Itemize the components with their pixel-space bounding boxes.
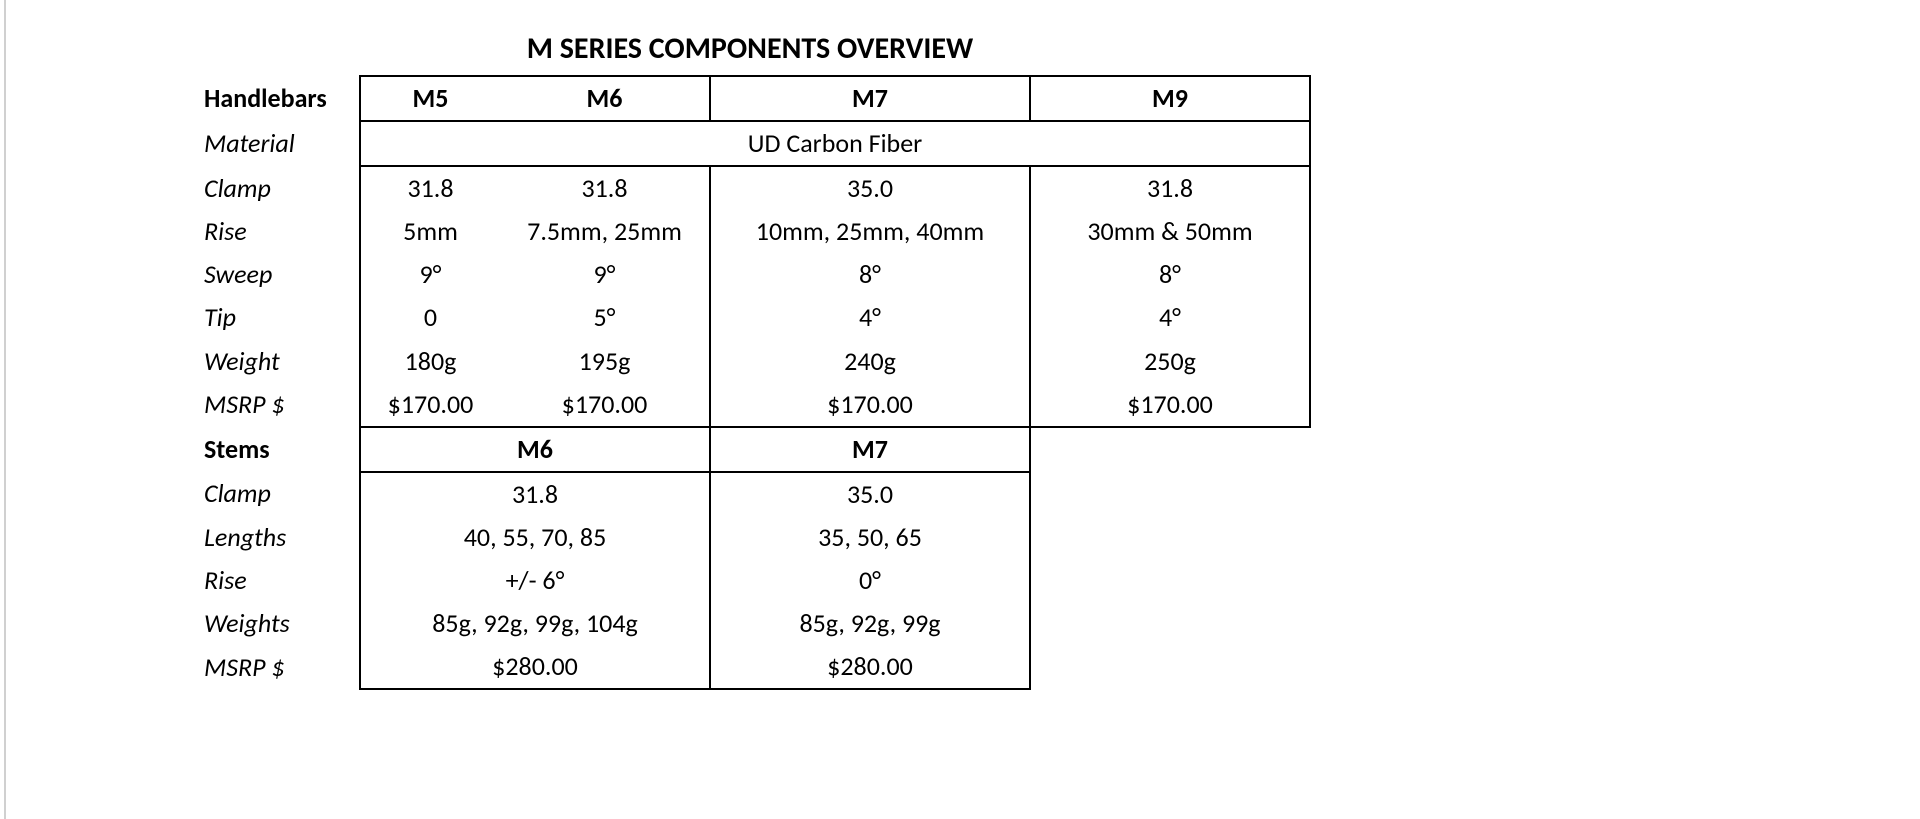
sweep-m6: 9°	[500, 253, 710, 296]
page-title: M SERIES COMPONENTS OVERVIEW	[190, 30, 1310, 67]
handlebars-rise-row: Rise 5mm 7.5mm, 25mm 10mm, 25mm, 40mm 30…	[190, 210, 1310, 253]
rise-m9: 30mm & 50mm	[1030, 210, 1310, 253]
stems-rise-m7: 0°	[710, 559, 1030, 602]
sweep-m7: 8°	[710, 253, 1030, 296]
stems-clamp-m7: 35.0	[710, 472, 1030, 516]
stems-col-empty	[1030, 427, 1310, 472]
tip-m9: 4°	[1030, 296, 1310, 339]
stems-header-row: Stems M6 M7	[190, 427, 1310, 472]
stems-weights-label: Weights	[190, 602, 360, 645]
handlebars-header-row: Handlebars M5 M6 M7 M9	[190, 76, 1310, 121]
stems-msrp-label: MSRP $	[190, 645, 360, 689]
stems-msrp-row: MSRP $ $280.00 $280.00	[190, 645, 1310, 689]
stems-lengths-m6: 40, 55, 70, 85	[360, 516, 710, 559]
col-m5: M5	[360, 76, 500, 121]
stems-weights-m7: 85g, 92g, 99g	[710, 602, 1030, 645]
stems-clamp-label: Clamp	[190, 472, 360, 516]
sweep-label: Sweep	[190, 253, 360, 296]
weight-m7: 240g	[710, 340, 1030, 383]
stems-rise-label: Rise	[190, 559, 360, 602]
msrp-m6: $170.00	[500, 383, 710, 427]
stems-rise-empty	[1030, 559, 1310, 602]
left-page-rule	[4, 0, 6, 819]
rise-m6: 7.5mm, 25mm	[500, 210, 710, 253]
handlebars-clamp-row: Clamp 31.8 31.8 35.0 31.8	[190, 166, 1310, 210]
stems-lengths-row: Lengths 40, 55, 70, 85 35, 50, 65	[190, 516, 1310, 559]
stems-rise-m6: +/- 6°	[360, 559, 710, 602]
stems-section-label: Stems	[190, 427, 360, 472]
clamp-m9: 31.8	[1030, 166, 1310, 210]
clamp-m5: 31.8	[360, 166, 500, 210]
page: M SERIES COMPONENTS OVERVIEW Handlebars …	[0, 0, 1920, 819]
stems-weights-row: Weights 85g, 92g, 99g, 104g 85g, 92g, 99…	[190, 602, 1310, 645]
stems-weights-m6: 85g, 92g, 99g, 104g	[360, 602, 710, 645]
handlebars-material-row: Material UD Carbon Fiber	[190, 121, 1310, 166]
handlebars-weight-row: Weight 180g 195g 240g 250g	[190, 340, 1310, 383]
tip-label: Tip	[190, 296, 360, 339]
handlebars-tip-row: Tip 0 5° 4° 4°	[190, 296, 1310, 339]
msrp-m7: $170.00	[710, 383, 1030, 427]
clamp-label: Clamp	[190, 166, 360, 210]
handlebars-msrp-row: MSRP $ $170.00 $170.00 $170.00 $170.00	[190, 383, 1310, 427]
stems-msrp-m7: $280.00	[710, 645, 1030, 689]
handlebars-section-label: Handlebars	[190, 76, 360, 121]
stems-lengths-m7: 35, 50, 65	[710, 516, 1030, 559]
stems-lengths-empty	[1030, 516, 1310, 559]
stems-msrp-empty	[1030, 645, 1310, 689]
components-table: Handlebars M5 M6 M7 M9 Material UD Carbo…	[190, 75, 1311, 690]
stems-clamp-row: Clamp 31.8 35.0	[190, 472, 1310, 516]
sweep-m9: 8°	[1030, 253, 1310, 296]
rise-label: Rise	[190, 210, 360, 253]
msrp-m9: $170.00	[1030, 383, 1310, 427]
col-m9: M9	[1030, 76, 1310, 121]
clamp-m6: 31.8	[500, 166, 710, 210]
tip-m6: 5°	[500, 296, 710, 339]
stems-msrp-m6: $280.00	[360, 645, 710, 689]
tip-m7: 4°	[710, 296, 1030, 339]
stems-weights-empty	[1030, 602, 1310, 645]
weight-m9: 250g	[1030, 340, 1310, 383]
stems-clamp-empty	[1030, 472, 1310, 516]
weight-m5: 180g	[360, 340, 500, 383]
weight-label: Weight	[190, 340, 360, 383]
material-label: Material	[190, 121, 360, 166]
rise-m7: 10mm, 25mm, 40mm	[710, 210, 1030, 253]
spec-sheet: M SERIES COMPONENTS OVERVIEW Handlebars …	[190, 30, 1310, 690]
rise-m5: 5mm	[360, 210, 500, 253]
material-value: UD Carbon Fiber	[360, 121, 1310, 166]
clamp-m7: 35.0	[710, 166, 1030, 210]
stems-lengths-label: Lengths	[190, 516, 360, 559]
msrp-label: MSRP $	[190, 383, 360, 427]
sweep-m5: 9°	[360, 253, 500, 296]
col-m7: M7	[710, 76, 1030, 121]
col-m6: M6	[500, 76, 710, 121]
stems-col-m7: M7	[710, 427, 1030, 472]
weight-m6: 195g	[500, 340, 710, 383]
stems-rise-row: Rise +/- 6° 0°	[190, 559, 1310, 602]
handlebars-sweep-row: Sweep 9° 9° 8° 8°	[190, 253, 1310, 296]
tip-m5: 0	[360, 296, 500, 339]
msrp-m5: $170.00	[360, 383, 500, 427]
stems-col-m6: M6	[360, 427, 710, 472]
stems-clamp-m6: 31.8	[360, 472, 710, 516]
